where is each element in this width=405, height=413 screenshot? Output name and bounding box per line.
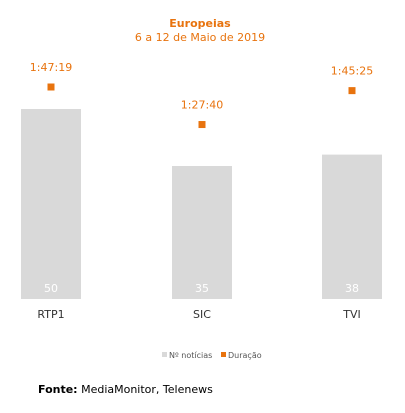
legend-label-noticias: Nº notícias: [169, 351, 212, 360]
bar-value-tvi: 38: [345, 282, 359, 295]
category-label-rtp1: RTP1: [37, 308, 64, 321]
chart-subtitle: 6 a 12 de Maio de 2019: [135, 31, 265, 44]
labels-group: 50 RTP1 1:47:19 35 SIC 1:27:40 38 TVI 1:45:25: [30, 61, 373, 321]
category-label-sic: SIC: [193, 308, 211, 321]
bar-sic: [172, 166, 232, 299]
category-label-tvi: TVI: [342, 308, 361, 321]
duration-markers-group: [47, 83, 356, 129]
legend-label-duracao: Duração: [228, 351, 262, 360]
duration-label-rtp1: 1:47:19: [30, 61, 72, 74]
bar-tvi: [322, 154, 382, 299]
duration-marker-sic: [198, 121, 206, 129]
legend: Nº notícias Duração: [162, 351, 262, 360]
chart: Europeias 6 a 12 de Maio de 2019 50 RTP1 1…: [21, 17, 382, 360]
duration-marker-tvi: [348, 87, 356, 95]
bar-value-sic: 35: [195, 282, 209, 295]
source-text: MediaMonitor, Telenews: [81, 383, 213, 396]
duration-label-tvi: 1:45:25: [331, 65, 373, 78]
source-label: Fonte:: [38, 383, 78, 396]
legend-swatch-noticias: [162, 352, 167, 357]
bar-rtp1: [21, 109, 81, 299]
chart-title: Europeias: [169, 17, 231, 30]
source-note: Fonte: MediaMonitor, Telenews: [38, 383, 213, 396]
bars-group: [21, 109, 382, 299]
legend-swatch-duracao: [221, 352, 226, 357]
duration-marker-rtp1: [47, 83, 55, 91]
bar-value-rtp1: 50: [44, 282, 58, 295]
duration-label-sic: 1:27:40: [181, 99, 223, 112]
